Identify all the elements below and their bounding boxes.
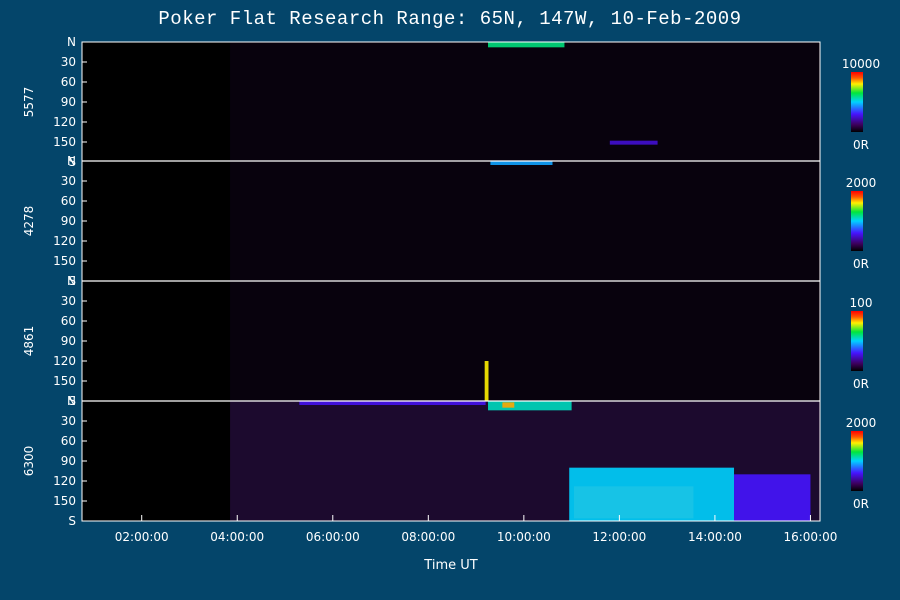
y-tick-label: 150: [53, 254, 76, 268]
emission-feature: [609, 140, 658, 145]
wavelength-label: 5577: [22, 87, 36, 118]
data-region: [230, 161, 821, 281]
y-tick-label: 60: [61, 194, 76, 208]
colorbar: [851, 72, 863, 132]
y-tick-label: 60: [61, 314, 76, 328]
y-tick-label: N: [67, 35, 76, 49]
emission-feature: [488, 401, 572, 411]
emission-feature: [484, 361, 489, 401]
colorbar-max-label: 100: [850, 296, 873, 310]
y-tick-label: 120: [53, 474, 76, 488]
y-tick-label: S: [68, 274, 76, 288]
x-tick-label: 10:00:00: [497, 530, 551, 544]
chart-title: Poker Flat Research Range: 65N, 147W, 10…: [158, 8, 742, 30]
y-tick-label: 120: [53, 115, 76, 129]
y-tick-label: 120: [53, 354, 76, 368]
x-axis-label: Time UT: [423, 558, 477, 573]
emission-feature: [488, 42, 565, 48]
colorbar-min-label: 0R: [853, 138, 869, 152]
emission-feature: [490, 161, 553, 165]
x-tick-label: 16:00:00: [783, 530, 837, 544]
x-tick-label: 06:00:00: [306, 530, 360, 544]
y-tick-label: 90: [61, 334, 76, 348]
y-tick-label: S: [68, 155, 76, 169]
y-tick-label: 60: [61, 434, 76, 448]
emission-feature: [502, 402, 515, 408]
wavelength-label: 4278: [22, 206, 36, 237]
y-tick-label: 150: [53, 135, 76, 149]
y-tick-label: N: [67, 394, 76, 408]
data-region: [230, 42, 821, 162]
y-tick-label: S: [68, 514, 76, 528]
colorbar-min-label: 0R: [853, 377, 869, 391]
colorbar-max-label: 2000: [846, 416, 877, 430]
y-tick-label: 30: [61, 414, 76, 428]
x-tick-label: 02:00:00: [115, 530, 169, 544]
emission-feature: [299, 401, 486, 405]
colorbar-min-label: 0R: [853, 257, 869, 271]
wavelength-label: 4861: [22, 326, 36, 357]
y-tick-label: 90: [61, 454, 76, 468]
y-tick-label: 90: [61, 214, 76, 228]
y-tick-label: 30: [61, 55, 76, 69]
y-tick-label: 120: [53, 234, 76, 248]
colorbar: [851, 311, 863, 371]
colorbar-max-label: 10000: [842, 57, 880, 71]
colorbar: [851, 191, 863, 251]
x-tick-label: 14:00:00: [688, 530, 742, 544]
y-tick-label: 30: [61, 294, 76, 308]
emission-feature: [734, 474, 811, 521]
colorbar: [851, 431, 863, 491]
y-tick-label: 90: [61, 95, 76, 109]
emission-feature: [569, 467, 735, 521]
wavelength-label: 6300: [22, 446, 36, 477]
y-tick-label: 150: [53, 494, 76, 508]
y-tick-label: S: [68, 394, 76, 408]
x-tick-label: 08:00:00: [401, 530, 455, 544]
x-tick-label: 12:00:00: [592, 530, 646, 544]
colorbar-max-label: 2000: [846, 176, 877, 190]
y-tick-label: N: [67, 154, 76, 168]
colorbar-min-label: 0R: [853, 497, 869, 511]
y-tick-label: 30: [61, 174, 76, 188]
y-tick-label: N: [67, 274, 76, 288]
data-region: [230, 281, 821, 401]
y-tick-label: 150: [53, 374, 76, 388]
y-tick-label: 60: [61, 75, 76, 89]
x-tick-label: 04:00:00: [210, 530, 264, 544]
